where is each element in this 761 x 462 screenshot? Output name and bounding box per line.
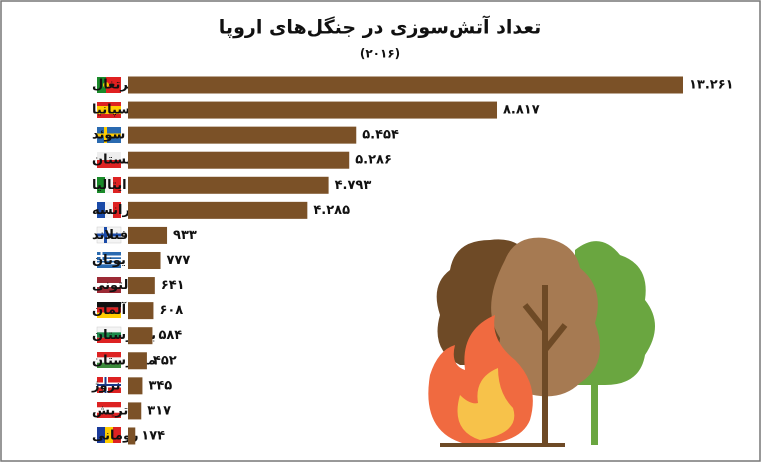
category-label: آلمان <box>92 301 127 318</box>
ground <box>440 443 565 447</box>
value-label: ۳۱۷ <box>147 403 171 418</box>
value-label: ۹۳۳ <box>173 228 197 243</box>
bar <box>128 327 152 344</box>
value-label: ۱۳.۲۶۱ <box>689 78 734 93</box>
bar <box>128 77 683 94</box>
bar <box>128 177 329 194</box>
category-label: سوئد <box>92 128 125 143</box>
bar <box>128 202 307 219</box>
bar <box>128 102 497 119</box>
value-label: ۳۴۵ <box>148 378 172 393</box>
bar <box>128 402 141 419</box>
value-label: ۱۷۴ <box>141 428 165 443</box>
category-label: ایتالیا <box>92 178 127 193</box>
value-label: ۵۸۴ <box>158 328 182 343</box>
value-label: ۵.۲۸۶ <box>355 153 392 168</box>
bar <box>128 352 147 369</box>
value-label: ۴۵۲ <box>153 353 177 368</box>
category-label: فنلاند <box>92 228 128 243</box>
bar <box>128 302 153 319</box>
category-label: لتونی <box>92 278 128 293</box>
value-label: ۸.۸۱۷ <box>503 103 540 118</box>
bar <box>128 427 135 444</box>
chart-title: تعداد آتش‌سوزی در جنگل‌های اروپا <box>219 15 541 39</box>
bar <box>128 377 142 394</box>
chart-subtitle: (۲۰۱۶) <box>360 47 400 61</box>
bar <box>128 277 155 294</box>
value-label: ۴.۲۸۵ <box>313 203 350 218</box>
value-label: ۶۰۸ <box>159 303 183 318</box>
category-label: پرتغال <box>92 78 133 93</box>
category-label: نروژ <box>91 378 121 393</box>
value-label: ۶۴۱ <box>161 278 185 293</box>
bar <box>128 152 349 169</box>
page: {"chart_data": {"type": "bar", "orientat… <box>0 0 761 462</box>
value-label: ۵.۴۵۴ <box>362 128 399 143</box>
bar <box>128 252 161 269</box>
category-label: یونان <box>92 253 126 268</box>
chart: تعداد آتش‌سوزی در جنگل‌های اروپا (۲۰۱۶) … <box>0 0 761 462</box>
category-label: اتریش <box>92 403 133 418</box>
value-label: ۷۷۷ <box>167 253 191 268</box>
value-label: ۴.۷۹۳ <box>335 178 372 193</box>
bar <box>128 127 356 144</box>
bar <box>128 227 167 244</box>
